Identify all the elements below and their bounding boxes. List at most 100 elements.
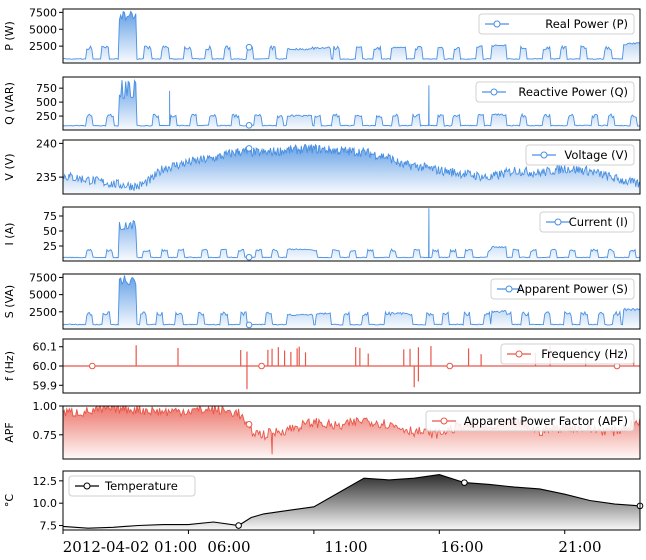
series-marker — [245, 421, 253, 428]
y-axis-label: S (VA) — [3, 285, 16, 318]
series-marker — [245, 253, 253, 261]
legend-i: Current (I) — [539, 211, 635, 233]
y-tick-label: 240 — [36, 137, 57, 150]
legend-box — [68, 475, 196, 497]
plot-area-s — [63, 275, 640, 329]
plot-area-f — [63, 345, 640, 390]
series-area-v — [63, 144, 640, 194]
series-area-i — [63, 208, 640, 261]
legend-box — [478, 13, 635, 35]
y-tick-label: 60.1 — [33, 341, 58, 354]
legend-box — [425, 410, 635, 432]
legend-swatch-marker — [83, 482, 91, 490]
y-tick-label: 2500 — [29, 306, 57, 319]
y-tick-label: 5000 — [29, 23, 57, 36]
legend-apf: Apparent Power Factor (APF) — [425, 410, 635, 432]
x-tick-label: 2012-04-02 01:00 — [63, 538, 197, 556]
series-marker — [235, 522, 242, 529]
y-tick-label: 5000 — [29, 289, 57, 302]
y-tick-label: 7500 — [29, 271, 57, 284]
y-tick-label: 750 — [36, 82, 57, 95]
y-tick-label: 59.9 — [33, 379, 58, 392]
y-tick-label: 7.5 — [40, 520, 58, 533]
series-marker — [245, 145, 253, 152]
series-area-q — [63, 80, 640, 130]
legend-box — [525, 144, 635, 166]
series-line-v — [63, 143, 640, 191]
panel-frame — [62, 76, 641, 131]
series-marker — [88, 362, 96, 370]
panel-v: 235 240 V (V) Voltage (V) — [3, 137, 641, 195]
y-tick-label: 60.0 — [33, 360, 58, 373]
panel-f: 59.9 60.0 60.1 f (Hz) Frequency (Hz) — [3, 338, 641, 394]
series-marker — [461, 479, 468, 486]
y-axis-label: APF — [3, 422, 16, 443]
y-axis-label: Q (VAR) — [3, 82, 16, 125]
y-tick-label: 250 — [36, 110, 57, 123]
legend-swatch-marker — [490, 88, 498, 96]
y-tick-label: 500 — [36, 96, 57, 109]
y-tick-label: 12.5 — [33, 475, 58, 488]
legend-label: Apparent Power Factor (APF) — [464, 414, 628, 428]
panel-frame — [62, 405, 641, 460]
series-area-s — [63, 275, 640, 329]
legend-swatch-marker — [540, 151, 548, 159]
y-axis-label: I (A) — [3, 223, 16, 246]
legend-box — [500, 343, 635, 365]
plot-area-v — [63, 143, 640, 194]
legend-s: Apparent Power (S) — [490, 278, 635, 300]
panel-frame — [62, 206, 641, 262]
legend-swatch-marker — [493, 20, 501, 28]
y-tick-label: 2500 — [29, 40, 57, 53]
series-marker — [258, 362, 265, 370]
legend-box — [539, 211, 635, 233]
y-axis-label: °C — [3, 494, 16, 508]
legend-t: Temperature — [68, 475, 196, 497]
y-tick-label: 50 — [43, 225, 57, 238]
legend-swatch-marker — [515, 350, 523, 358]
plot-area-t — [63, 474, 640, 530]
y-tick-label: 0.75 — [33, 429, 58, 442]
plot-area-p — [63, 10, 640, 63]
x-tick-label: 06:00 — [207, 538, 250, 556]
legend-swatch-marker — [554, 218, 562, 226]
panel-p: 2500 5000 7500 P (W) Real Power (P) — [3, 6, 641, 64]
plot-area-q — [63, 78, 640, 130]
y-axis-label: f (Hz) — [3, 351, 16, 381]
legend-label: Real Power (P) — [545, 17, 628, 31]
y-axis-label: V (V) — [3, 153, 16, 180]
legend-box — [475, 81, 635, 103]
series-line-i — [63, 208, 640, 259]
series-line-q — [63, 78, 640, 127]
legend-f: Frequency (Hz) — [500, 343, 635, 365]
y-axis-label: P (W) — [3, 21, 16, 51]
panel-frame — [62, 139, 641, 195]
panel-s: 2500 5000 7500 S (VA) Apparent Power (S) — [3, 271, 641, 330]
series-line-s — [63, 275, 640, 326]
x-tick-label: 21:00 — [558, 538, 601, 556]
x-tick-label: 11:00 — [324, 538, 367, 556]
series-area-apf — [63, 406, 640, 459]
series-area-p — [63, 11, 640, 63]
series-marker — [245, 321, 253, 329]
panel-apf: 0.75 1.00 APF Apparent Power Factor (APF) — [3, 400, 641, 460]
legend-q: Reactive Power (Q) — [475, 81, 635, 103]
panel-frame — [62, 470, 641, 531]
legend-label: Apparent Power (S) — [517, 282, 628, 296]
series-marker — [446, 362, 454, 370]
panel-t: 7.5 10.0 12.5 °C Temperature — [3, 470, 644, 533]
legend-label: Temperature — [104, 479, 178, 493]
panel-frame — [62, 273, 641, 330]
y-tick-label: 235 — [36, 171, 57, 184]
y-tick-label: 7500 — [29, 6, 57, 19]
y-tick-label: 25 — [43, 240, 57, 253]
series-area-t — [63, 474, 640, 530]
series-marker — [245, 122, 253, 129]
legend-label: Reactive Power (Q) — [518, 85, 628, 99]
legend-swatch-marker — [505, 285, 513, 293]
panel-i: 25 50 75 I (A) Current (I) — [3, 206, 641, 262]
legend-v: Voltage (V) — [525, 144, 635, 166]
